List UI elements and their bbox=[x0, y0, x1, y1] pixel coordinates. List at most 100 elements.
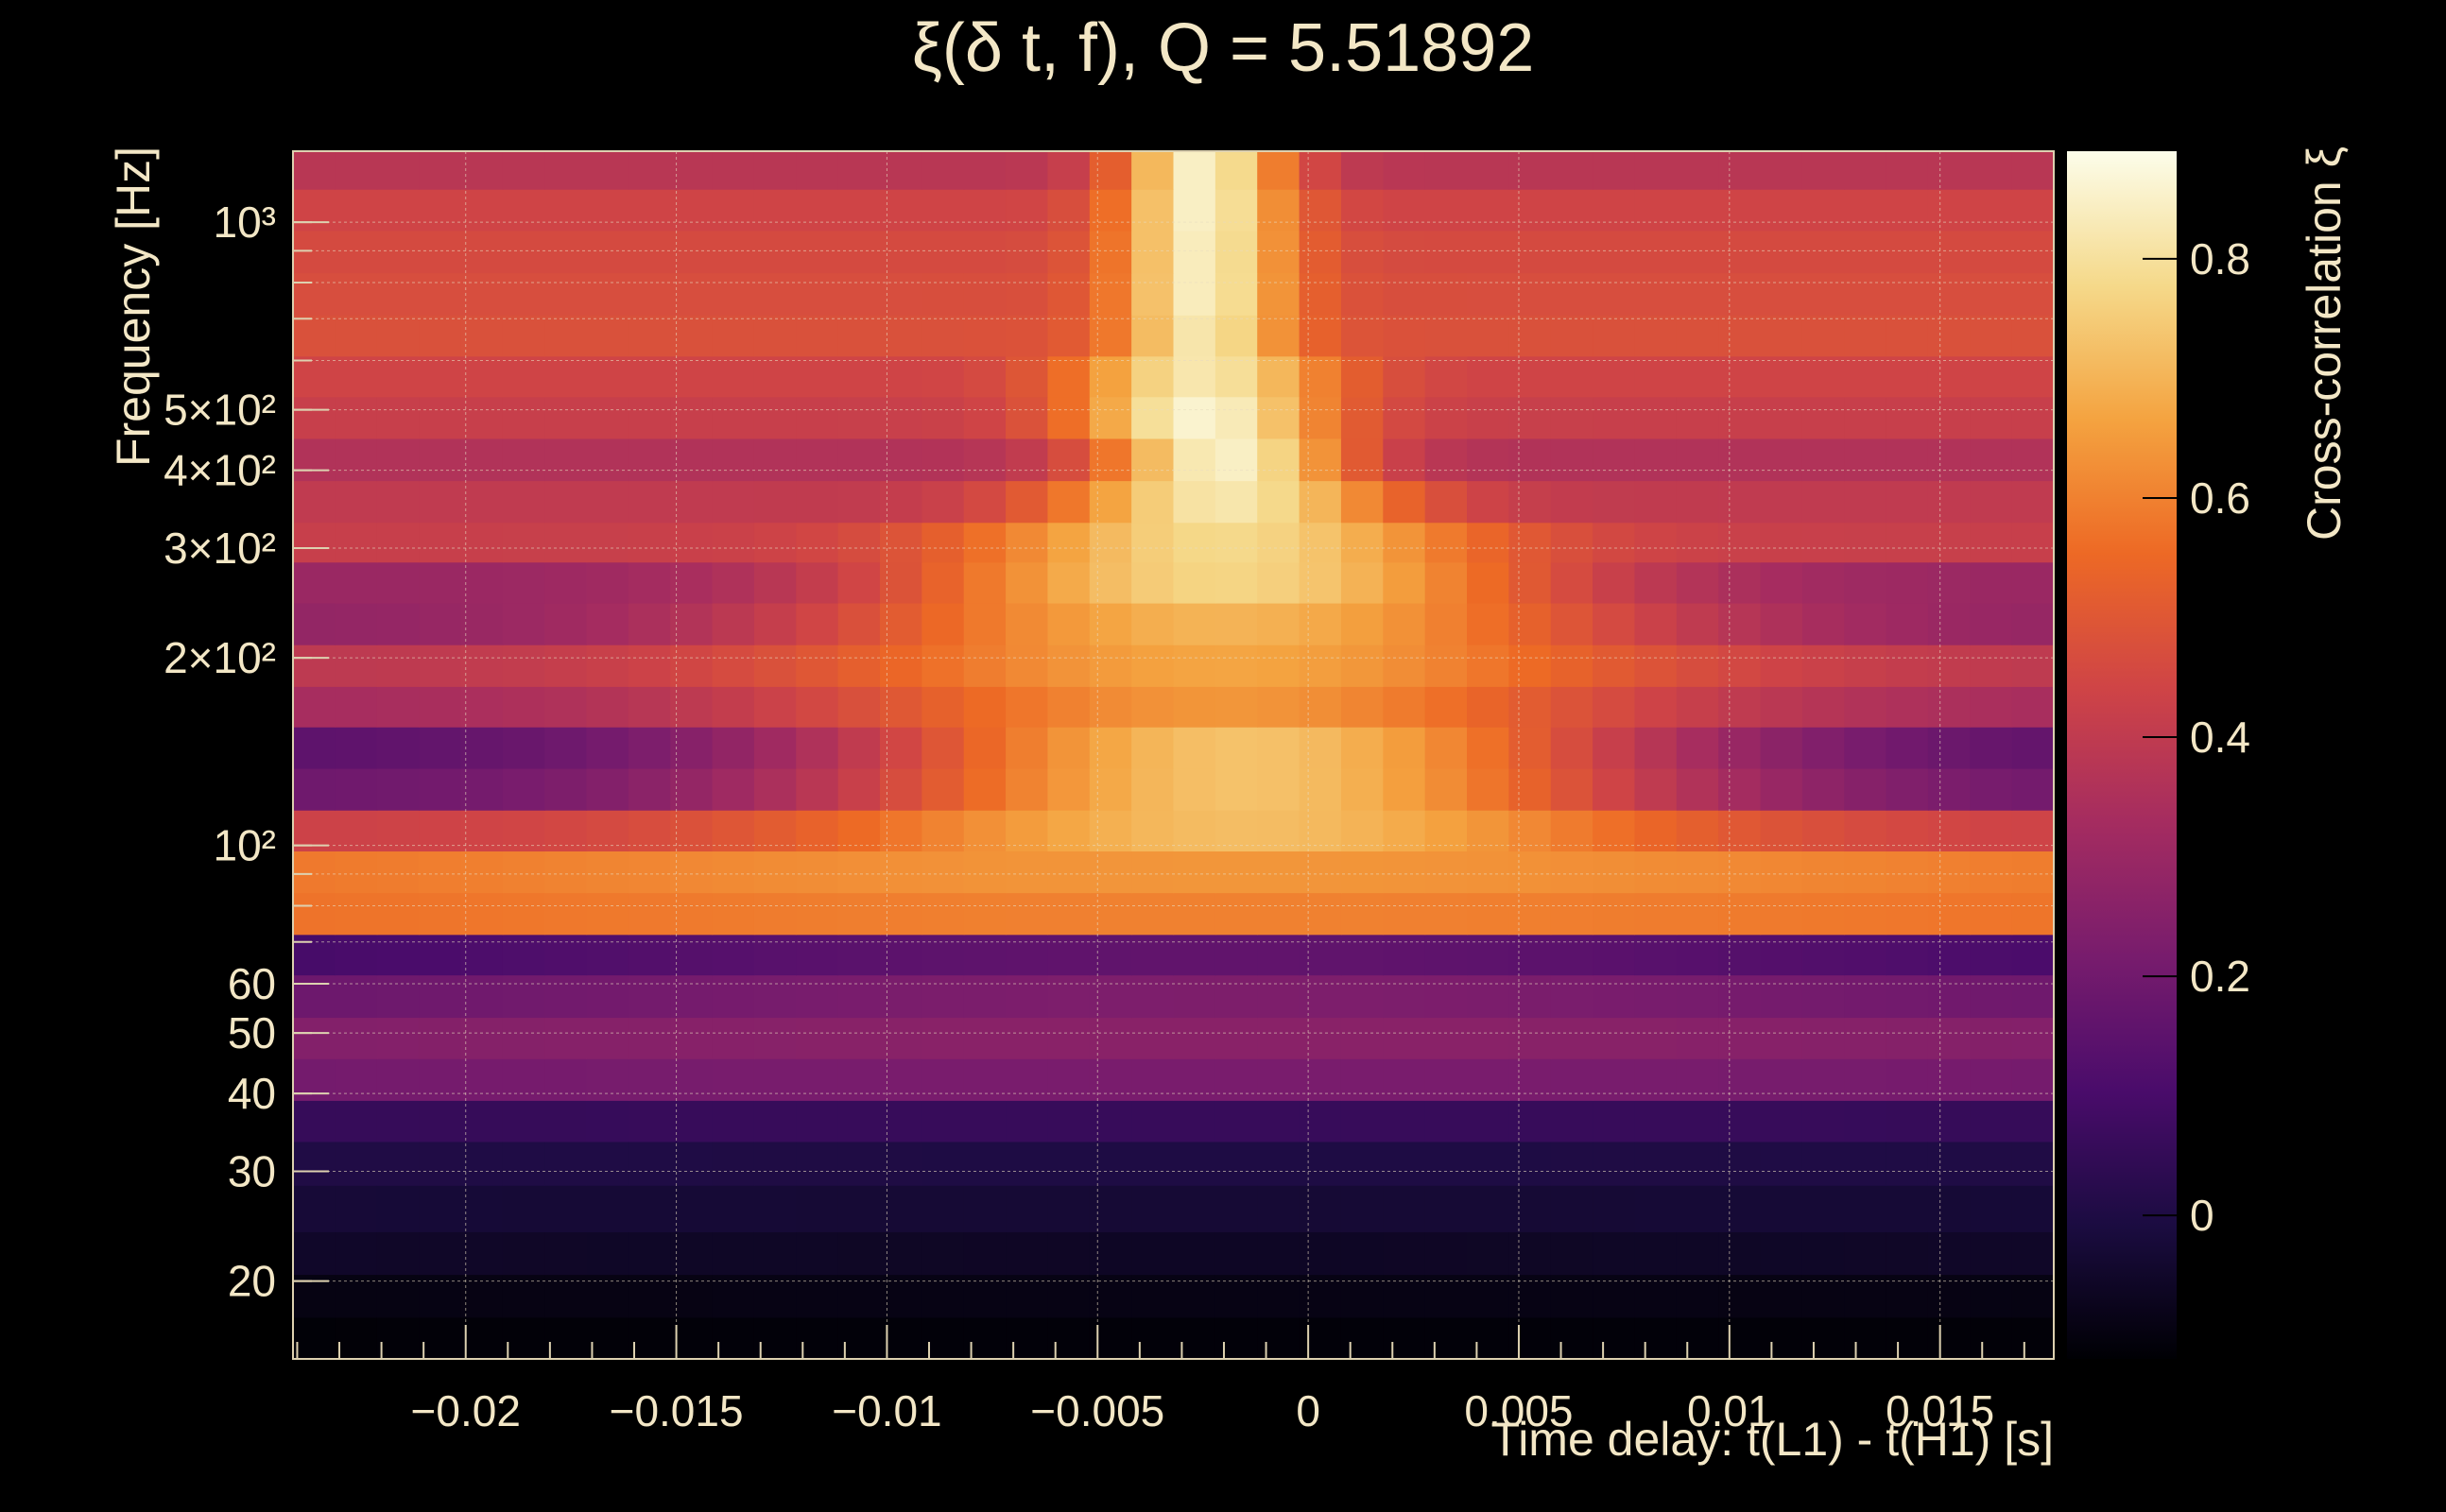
grid-lines bbox=[293, 151, 2054, 1359]
heatmap-cell bbox=[1844, 230, 1887, 274]
heatmap-cell bbox=[1299, 396, 1342, 439]
heatmap-cell bbox=[376, 727, 420, 769]
heatmap-cell bbox=[1131, 974, 1175, 1019]
heatmap-cell bbox=[1424, 189, 1468, 232]
heatmap-cell bbox=[1214, 355, 1258, 398]
heatmap-cell bbox=[1927, 602, 1971, 645]
heatmap-cell bbox=[880, 151, 922, 190]
heatmap-cell bbox=[1634, 602, 1678, 645]
heatmap-cell bbox=[796, 934, 839, 976]
heatmap-cell bbox=[544, 1185, 588, 1232]
heatmap-cell bbox=[1089, 602, 1132, 645]
heatmap-cell bbox=[712, 438, 755, 482]
heatmap-cell bbox=[460, 767, 504, 811]
heatmap-cell bbox=[1424, 727, 1468, 769]
heatmap-cell bbox=[1131, 934, 1175, 976]
heatmap-cell bbox=[460, 602, 504, 645]
heatmap-cell bbox=[1844, 189, 1887, 232]
heatmap-cell bbox=[1760, 561, 1803, 604]
heatmap-cell bbox=[1676, 1185, 1719, 1232]
heatmap-cell bbox=[1173, 686, 1216, 728]
heatmap-cell bbox=[753, 934, 797, 976]
heatmap-cell bbox=[1634, 686, 1678, 728]
heatmap-cell bbox=[712, 1058, 755, 1101]
heatmap-cell bbox=[502, 1100, 545, 1143]
heatmap-cell bbox=[1634, 315, 1678, 357]
plot-frame bbox=[292, 150, 2055, 1360]
heatmap-cell bbox=[376, 892, 420, 936]
heatmap-cell bbox=[1214, 522, 1258, 563]
heatmap-cell bbox=[376, 438, 420, 482]
heatmap-cell bbox=[837, 934, 881, 976]
heatmap-cell bbox=[1718, 892, 1762, 936]
heatmap-cell bbox=[1927, 1141, 1971, 1186]
heatmap-cell bbox=[712, 602, 755, 645]
heatmap-cell bbox=[1467, 315, 1509, 357]
heatmap-cell bbox=[670, 767, 714, 811]
heatmap-cell bbox=[1550, 810, 1593, 852]
heatmap-cell bbox=[1970, 892, 2013, 936]
heatmap-cell bbox=[753, 892, 797, 936]
heatmap-cell bbox=[1383, 934, 1426, 976]
heatmap-cell bbox=[712, 522, 755, 563]
colorbar-label: Cross-correlation ξ bbox=[2298, 146, 2351, 541]
heatmap-cell bbox=[1718, 974, 1762, 1019]
heatmap-cell bbox=[796, 686, 839, 728]
heatmap-cell bbox=[1801, 850, 1845, 894]
heatmap-cell bbox=[963, 767, 1007, 811]
heatmap-cell bbox=[1801, 602, 1845, 645]
heatmap-cell bbox=[1131, 1231, 1175, 1276]
heatmap-cell bbox=[1550, 686, 1593, 728]
heatmap-cell bbox=[1006, 561, 1049, 604]
heatmap-cell bbox=[1927, 1185, 1971, 1232]
heatmap-cell bbox=[1467, 602, 1509, 645]
heatmap-cell bbox=[502, 1058, 545, 1101]
heatmap-cell bbox=[1801, 561, 1845, 604]
x-tick-label: −0.02 bbox=[411, 1386, 521, 1435]
heatmap-cell bbox=[1173, 151, 1216, 190]
heatmap-cell bbox=[1006, 1231, 1049, 1276]
heatmap-cell bbox=[1257, 974, 1301, 1019]
heatmap-cell bbox=[1508, 315, 1552, 357]
heatmap-cell bbox=[293, 644, 336, 687]
heatmap-cell bbox=[922, 686, 965, 728]
heatmap-cell bbox=[1593, 727, 1636, 769]
heatmap-cell bbox=[1676, 272, 1719, 316]
heatmap-cell bbox=[2011, 850, 2055, 894]
heatmap-cell bbox=[1089, 561, 1132, 604]
heatmap-cell bbox=[1214, 1185, 1258, 1232]
heatmap-cell bbox=[1886, 1141, 1929, 1186]
heatmap-cell bbox=[2011, 767, 2055, 811]
heatmap-cell bbox=[544, 230, 588, 274]
heatmap-cell bbox=[1089, 151, 1132, 190]
heatmap-cell bbox=[1593, 561, 1636, 604]
heatmap-cell bbox=[1760, 272, 1803, 316]
heatmap-cell bbox=[376, 1017, 420, 1059]
heatmap-cell bbox=[1173, 974, 1216, 1019]
heatmap-cell bbox=[1340, 522, 1384, 563]
heatmap-cell bbox=[796, 1058, 839, 1101]
heatmap-cell bbox=[628, 189, 671, 232]
heatmap-cell bbox=[502, 934, 545, 976]
heatmap-cell bbox=[460, 850, 504, 894]
heatmap-cell bbox=[1676, 974, 1719, 1019]
heatmap-cell bbox=[837, 727, 881, 769]
heatmap-cell bbox=[1927, 892, 1971, 936]
heatmap-cell bbox=[1970, 727, 2013, 769]
heatmap-cell bbox=[1467, 1058, 1509, 1101]
heatmap-cell bbox=[1718, 561, 1762, 604]
colorbar bbox=[2067, 151, 2177, 1359]
heatmap-cell bbox=[963, 686, 1007, 728]
heatmap-cell bbox=[376, 686, 420, 728]
y-tick-label: 5×10² bbox=[164, 386, 276, 435]
heatmap-cell bbox=[1886, 850, 1929, 894]
heatmap-cell bbox=[1214, 644, 1258, 687]
heatmap-cell bbox=[1718, 480, 1762, 524]
heatmap-cell bbox=[922, 1100, 965, 1143]
heatmap-cell bbox=[502, 522, 545, 563]
heatmap-cell bbox=[670, 974, 714, 1019]
heatmap-cell bbox=[796, 480, 839, 524]
heatmap-cell bbox=[2011, 561, 2055, 604]
heatmap-cell bbox=[922, 1231, 965, 1276]
heatmap-cell bbox=[1508, 1231, 1552, 1276]
